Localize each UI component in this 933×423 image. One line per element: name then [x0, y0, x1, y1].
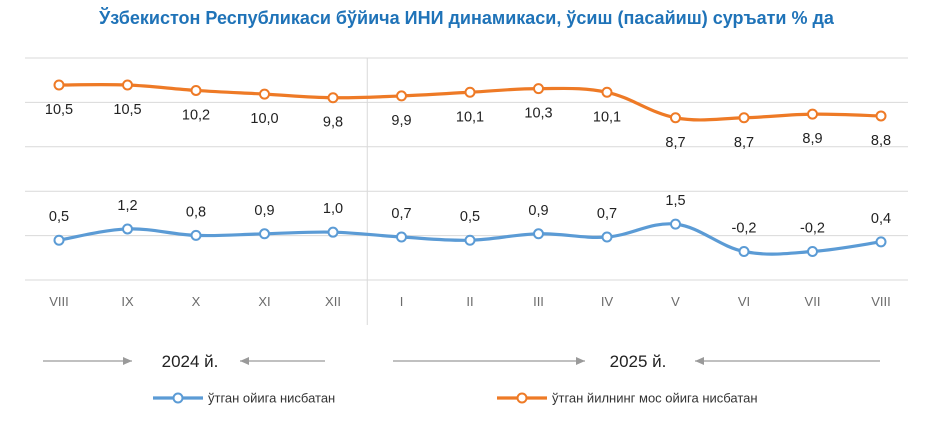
x-tick-label: IX [121, 294, 134, 309]
x-tick-label: XI [258, 294, 270, 309]
point-mom [190, 229, 202, 241]
legend-label-mom: ўтган ойига нисбатан [208, 391, 335, 406]
point-mom [327, 226, 339, 238]
data-label-mom: 0,9 [254, 203, 274, 219]
x-tick-label: VI [738, 294, 750, 309]
x-tick-label: X [192, 294, 201, 309]
point-mom [533, 228, 544, 240]
point-mom [875, 236, 887, 248]
data-label-yoy: 8,7 [734, 135, 754, 151]
data-label-mom: 0,7 [391, 206, 411, 222]
year-2024-left-arrow-head [123, 357, 132, 365]
data-label-mom: 0,5 [49, 209, 69, 225]
data-label-yoy: 8,9 [802, 131, 822, 147]
point-yoy [122, 79, 133, 91]
point-mom [396, 231, 407, 243]
data-label-yoy: 10,0 [250, 111, 278, 127]
x-tick-label: XII [325, 294, 341, 309]
point-yoy [533, 83, 544, 95]
data-label-yoy: 10,1 [593, 109, 621, 125]
data-label-yoy: 8,7 [665, 135, 685, 151]
point-mom [670, 218, 681, 230]
x-tick-label: VIII [871, 294, 891, 309]
x-tick-label: I [400, 294, 404, 309]
chart-title: Ўзбекистон Республикаси бўйича ИНИ динам… [99, 8, 834, 28]
point-yoy [738, 112, 750, 124]
x-tick-label: V [671, 294, 680, 309]
data-label-yoy: 9,8 [323, 115, 343, 131]
point-mom [464, 234, 476, 246]
year-2024-right-arrow-head [240, 357, 249, 365]
year-2025-right-arrow-head [695, 357, 704, 365]
legend-marker-mom [172, 392, 184, 404]
data-label-yoy: 10,2 [182, 107, 210, 123]
point-yoy [875, 110, 887, 122]
data-label-yoy: 9,9 [391, 113, 411, 129]
data-label-mom: 0,5 [460, 209, 480, 225]
point-mom [259, 228, 270, 240]
legend-label-yoy: ўтган йилнинг мос ойига нисбатан [552, 391, 758, 406]
point-mom [601, 231, 613, 243]
data-label-mom: 0,4 [871, 211, 891, 227]
data-label-mom: 0,9 [528, 203, 548, 219]
point-mom [738, 246, 750, 257]
year-label-2025: 2025 й. [610, 352, 667, 371]
point-yoy [190, 84, 202, 96]
data-label-mom: 1,0 [323, 201, 343, 217]
data-label-yoy: 10,1 [456, 109, 484, 125]
legend-marker-yoy [516, 392, 528, 404]
point-yoy [259, 88, 270, 100]
x-tick-label: III [533, 294, 544, 309]
data-label-yoy: 10,5 [113, 102, 141, 118]
point-yoy [327, 92, 339, 104]
point-yoy [807, 108, 818, 120]
data-label-mom: 1,2 [117, 198, 137, 214]
x-tick-label: II [466, 294, 473, 309]
data-label-yoy: 10,3 [524, 106, 552, 122]
data-label-yoy: 8,8 [871, 133, 891, 149]
point-yoy [53, 79, 65, 91]
data-label-mom: -0,2 [732, 221, 757, 237]
point-mom [122, 223, 133, 235]
point-yoy [396, 90, 407, 102]
data-label-mom: 0,8 [186, 204, 206, 220]
year-2025-left-arrow-head [576, 357, 585, 365]
point-yoy [464, 86, 476, 98]
point-mom [807, 246, 818, 257]
point-mom [53, 234, 65, 246]
x-tick-label: VII [805, 294, 821, 309]
data-label-mom: 0,7 [597, 206, 617, 222]
data-label-yoy: 10,5 [45, 102, 73, 118]
x-tick-label: IV [601, 294, 614, 309]
point-yoy [601, 86, 613, 98]
data-label-mom: -0,2 [800, 221, 825, 237]
point-yoy [670, 112, 681, 124]
x-tick-label: VIII [49, 294, 69, 309]
year-label-2024: 2024 й. [162, 352, 219, 371]
data-label-mom: 1,5 [665, 193, 685, 209]
